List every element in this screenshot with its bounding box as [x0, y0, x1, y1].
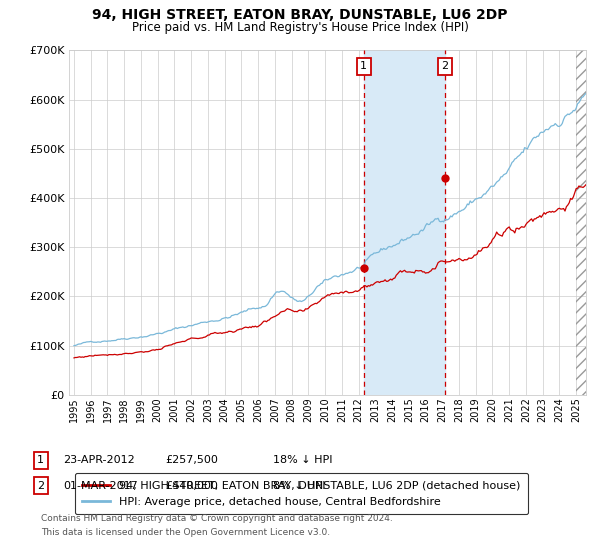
Text: £440,000: £440,000: [165, 480, 218, 491]
Text: 01-MAR-2017: 01-MAR-2017: [63, 480, 138, 491]
Text: 1: 1: [360, 62, 367, 72]
Text: Price paid vs. HM Land Registry's House Price Index (HPI): Price paid vs. HM Land Registry's House …: [131, 21, 469, 34]
Text: 1: 1: [37, 455, 44, 465]
Text: 18% ↓ HPI: 18% ↓ HPI: [273, 455, 332, 465]
Text: £257,500: £257,500: [165, 455, 218, 465]
Bar: [576, 50, 586, 395]
Text: 94, HIGH STREET, EATON BRAY, DUNSTABLE, LU6 2DP: 94, HIGH STREET, EATON BRAY, DUNSTABLE, …: [92, 8, 508, 22]
Text: Contains HM Land Registry data © Crown copyright and database right 2024.: Contains HM Land Registry data © Crown c…: [41, 514, 392, 523]
Text: 8% ↓ HPI: 8% ↓ HPI: [273, 480, 325, 491]
Text: 23-APR-2012: 23-APR-2012: [63, 455, 135, 465]
Text: 2: 2: [37, 480, 44, 491]
Legend: 94, HIGH STREET, EATON BRAY, DUNSTABLE, LU6 2DP (detached house), HPI: Average p: 94, HIGH STREET, EATON BRAY, DUNSTABLE, …: [74, 473, 528, 514]
Text: This data is licensed under the Open Government Licence v3.0.: This data is licensed under the Open Gov…: [41, 528, 330, 537]
Bar: [364, 50, 445, 395]
Text: 2: 2: [442, 62, 449, 72]
